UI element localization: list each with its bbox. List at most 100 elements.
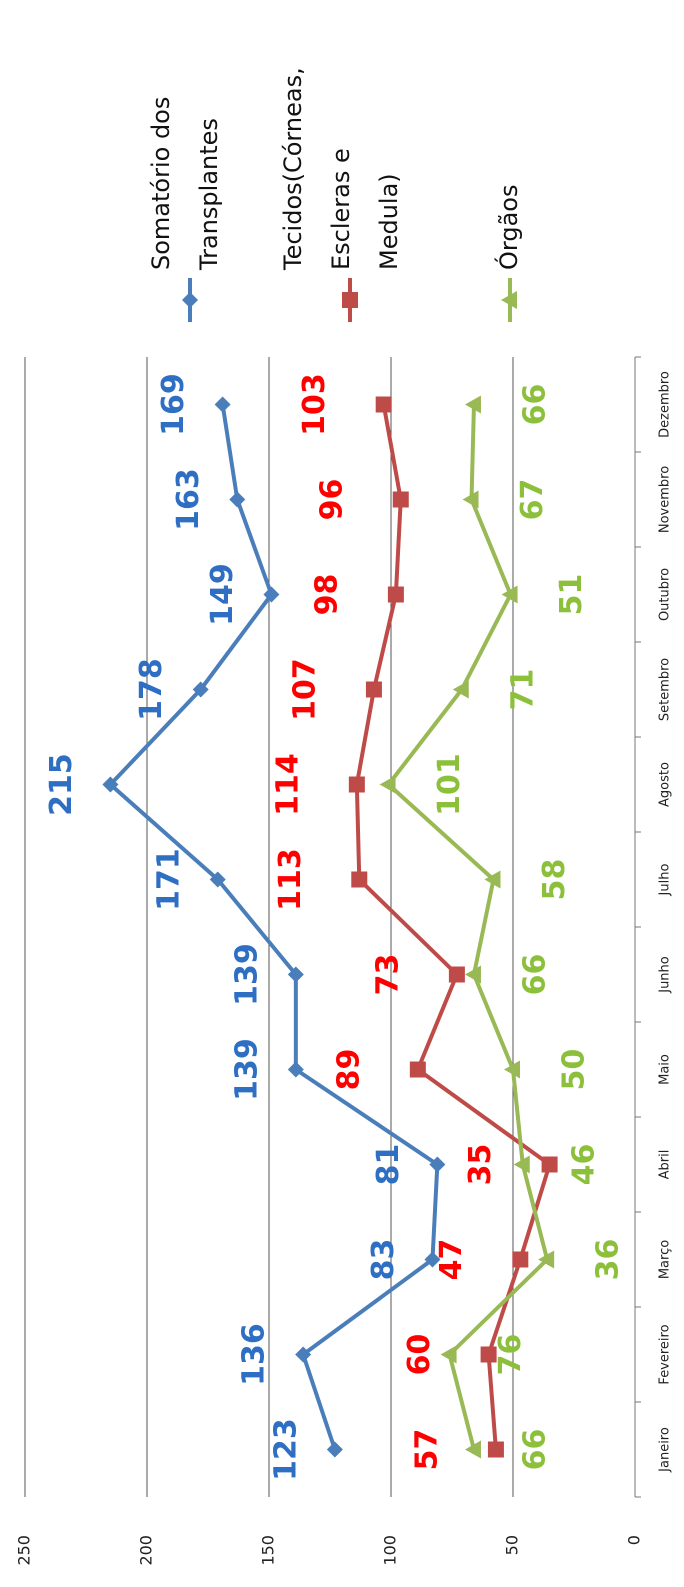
marker: [501, 291, 517, 309]
marker: [480, 1346, 497, 1363]
data-label: 66: [517, 1429, 552, 1471]
legend-label: Tecidos(Córneas, Escleras e Medula): [279, 67, 403, 271]
x-tick-label: Julho: [658, 864, 673, 897]
data-label: 89: [331, 1049, 366, 1091]
data-label: 171: [151, 848, 186, 911]
data-label: 149: [205, 563, 240, 626]
data-label: 46: [566, 1144, 601, 1186]
marker: [513, 1155, 530, 1174]
marker: [440, 1345, 457, 1364]
y-tick-label: 200: [137, 1535, 156, 1566]
series-line: [108, 404, 440, 1451]
y-tick-label: 50: [503, 1535, 522, 1555]
data-label: 58: [537, 859, 572, 901]
marker: [512, 1251, 529, 1268]
data-label: 103: [297, 373, 332, 436]
data-label: 98: [309, 574, 344, 616]
marker: [487, 1441, 504, 1458]
marker: [263, 586, 280, 603]
y-tick-label: 150: [259, 1535, 278, 1566]
marker: [365, 681, 382, 698]
marker: [448, 966, 465, 983]
data-label: 76: [493, 1334, 528, 1376]
data-label: 81: [371, 1144, 406, 1186]
marker: [464, 1440, 481, 1459]
data-label: 114: [270, 753, 305, 816]
marker: [387, 586, 404, 603]
x-tick-label: Abril: [658, 1150, 673, 1180]
x-tick-label: Dezembro: [658, 371, 673, 438]
marker: [192, 681, 209, 698]
marker: [102, 776, 119, 793]
marker: [501, 585, 518, 604]
marker: [214, 396, 231, 413]
marker: [504, 1060, 520, 1079]
data-label: 50: [557, 1049, 592, 1091]
data-label: 163: [171, 468, 206, 531]
x-tick-label: Setembro: [658, 658, 673, 721]
series-line: [386, 404, 550, 1450]
marker: [484, 870, 501, 889]
marker: [375, 396, 392, 413]
marker: [452, 680, 469, 699]
data-label: 71: [505, 669, 540, 711]
data-label: 83: [366, 1239, 401, 1281]
marker: [229, 491, 246, 508]
data-label: 107: [287, 658, 322, 721]
x-tick-label: Janeiro: [658, 1427, 673, 1473]
marker: [351, 871, 368, 888]
data-label: 96: [314, 479, 349, 521]
data-label: 101: [432, 753, 467, 816]
data-label: 139: [229, 943, 264, 1006]
data-label: 60: [402, 1334, 437, 1376]
x-tick-label: Agosto: [658, 762, 673, 807]
marker: [429, 1156, 446, 1173]
marker: [464, 965, 481, 984]
marker: [342, 292, 358, 308]
marker: [409, 1061, 426, 1078]
data-label: 35: [463, 1144, 498, 1186]
data-label: 57: [409, 1429, 444, 1471]
data-label: 66: [517, 954, 552, 996]
marker: [464, 395, 481, 414]
x-tick-label: Outubro: [658, 568, 673, 621]
x-tick-label: Março: [658, 1240, 673, 1279]
marker: [541, 1156, 558, 1173]
marker: [424, 1251, 441, 1268]
marker: [182, 292, 198, 308]
marker: [295, 1346, 312, 1363]
legend-label: Órgãos: [493, 185, 523, 270]
data-label: 47: [434, 1239, 469, 1281]
y-tick-label: 100: [381, 1535, 400, 1566]
marker: [538, 1250, 555, 1269]
marker: [379, 775, 396, 794]
x-tick-label: Fevereiro: [658, 1324, 673, 1384]
data-label: 51: [554, 574, 589, 616]
data-label: 139: [229, 1038, 264, 1101]
data-label: 178: [134, 658, 169, 721]
marker: [287, 966, 304, 983]
marker: [287, 1061, 304, 1078]
marker: [392, 491, 409, 508]
data-label: 67: [515, 479, 550, 521]
data-label: 169: [156, 373, 191, 436]
data-label: 36: [591, 1239, 626, 1281]
data-label: 136: [237, 1323, 272, 1386]
rotated-plot: 0 50 100 150 200 250 Janeiro Fevereiro Março Abri…: [15, 67, 673, 1565]
x-tick-label: Novembro: [658, 466, 673, 533]
marker: [209, 871, 226, 888]
marker: [348, 776, 365, 793]
data-label: 113: [273, 848, 308, 911]
legend-label: Somatório dos Transplantes: [147, 97, 223, 271]
series-line: [354, 404, 552, 1450]
marker: [326, 1441, 343, 1458]
y-tick-label: 250: [15, 1535, 34, 1566]
data-label: 123: [268, 1418, 303, 1481]
x-tick-label: Maio: [658, 1054, 673, 1085]
data-label: 73: [370, 954, 405, 996]
y-tick-label: 0: [625, 1535, 644, 1545]
data-label: 66: [517, 384, 552, 426]
marker: [462, 490, 479, 509]
x-tick-label: Junho: [658, 956, 673, 994]
